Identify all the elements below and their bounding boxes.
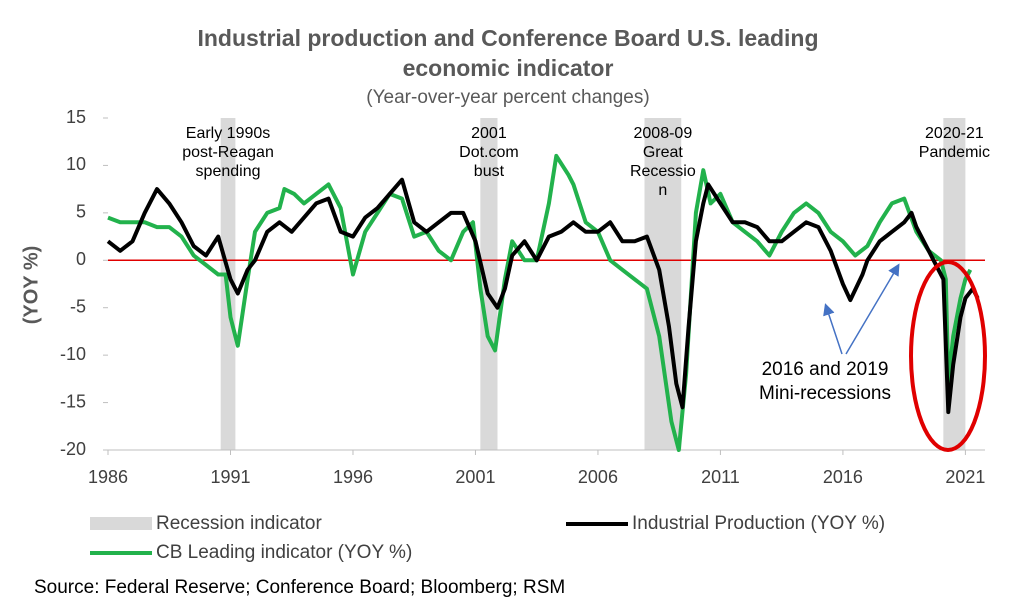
recession-label: 2001	[471, 125, 507, 142]
x-tick-label: 2001	[455, 467, 495, 487]
recession-label: bust	[474, 163, 505, 180]
x-tick-label: 1996	[333, 467, 373, 487]
series-line	[107, 153, 973, 452]
y-tick-label: -5	[70, 296, 86, 316]
legend-swatch	[90, 517, 152, 530]
x-tick-label: 2016	[823, 467, 863, 487]
highlight-circle	[909, 260, 987, 452]
y-tick-label: -20	[60, 439, 86, 459]
source-note: Source: Federal Reserve; Conference Boar…	[34, 577, 565, 598]
annotation: 2016 and 2019	[762, 359, 889, 380]
arrow	[845, 263, 900, 355]
y-tick-label: -10	[60, 344, 86, 364]
y-tick-label: 10	[66, 154, 86, 174]
recession-label: Dot.com	[459, 144, 519, 161]
recession-band	[480, 118, 498, 450]
y-axis-label: (YOY %)	[20, 246, 42, 325]
y-tick-label: 5	[76, 202, 86, 222]
legend-label: CB Leading indicator (YOY %)	[156, 542, 412, 563]
recession-label: Pandemic	[919, 144, 990, 161]
chart-title: economic indicator	[403, 55, 614, 81]
recession-label: post-Reagan	[182, 144, 274, 161]
y-tick-label: -15	[60, 391, 86, 411]
recession-label: 2020-21	[925, 125, 984, 142]
annotation: Mini-recessions	[759, 383, 891, 404]
recession-label: n	[658, 182, 667, 199]
legend-label: Recession indicator	[156, 513, 322, 534]
series-line	[106, 177, 980, 415]
recession-label: 2008-09	[634, 125, 693, 142]
arrow	[823, 303, 843, 355]
chart-subtitle: (Year-over-year percent changes)	[366, 87, 649, 108]
chart-title: Industrial production and Conference Boa…	[197, 25, 818, 51]
y-tick-label: 0	[76, 249, 86, 269]
x-tick-label: 2021	[945, 467, 985, 487]
y-tick-label: 15	[66, 107, 86, 127]
x-tick-label: 1986	[88, 467, 128, 487]
recession-label: spending	[196, 163, 261, 180]
legend-label: Industrial Production (YOY %)	[632, 513, 885, 534]
recession-layer	[220, 118, 966, 450]
recession-label: Early 1990s	[186, 125, 271, 142]
recession-label: Great	[643, 144, 684, 161]
x-tick-label: 1991	[210, 467, 250, 487]
x-tick-label: 2011	[701, 467, 740, 487]
x-tick-label: 2006	[578, 467, 618, 487]
recession-label: Recessio	[630, 163, 696, 180]
